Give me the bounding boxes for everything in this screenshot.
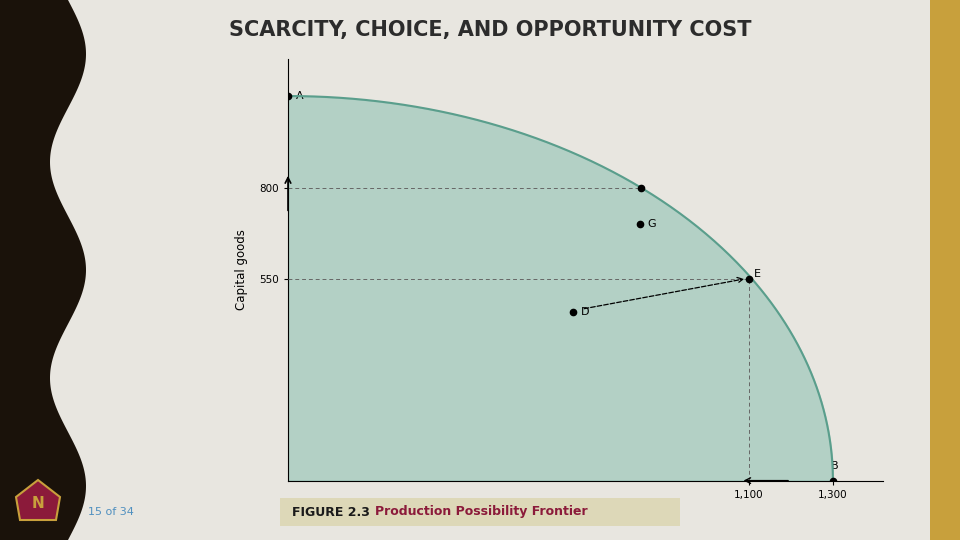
- X-axis label: Consumer goods: Consumer goods: [536, 511, 636, 524]
- Text: B: B: [830, 461, 838, 471]
- Y-axis label: Capital goods: Capital goods: [235, 230, 248, 310]
- Text: 15 of 34: 15 of 34: [88, 507, 133, 517]
- Text: A: A: [297, 91, 304, 101]
- Polygon shape: [0, 0, 86, 540]
- Text: N: N: [32, 496, 44, 511]
- Text: G: G: [648, 219, 657, 229]
- Text: E: E: [755, 269, 761, 279]
- Bar: [280, 498, 680, 526]
- Text: FIGURE 2.3: FIGURE 2.3: [292, 505, 370, 518]
- Bar: [930, 0, 960, 540]
- Text: Production Possibility Frontier: Production Possibility Frontier: [375, 505, 588, 518]
- Polygon shape: [16, 480, 60, 520]
- Text: SCARCITY, CHOICE, AND OPPORTUNITY COST: SCARCITY, CHOICE, AND OPPORTUNITY COST: [228, 20, 752, 40]
- Text: D: D: [581, 307, 589, 317]
